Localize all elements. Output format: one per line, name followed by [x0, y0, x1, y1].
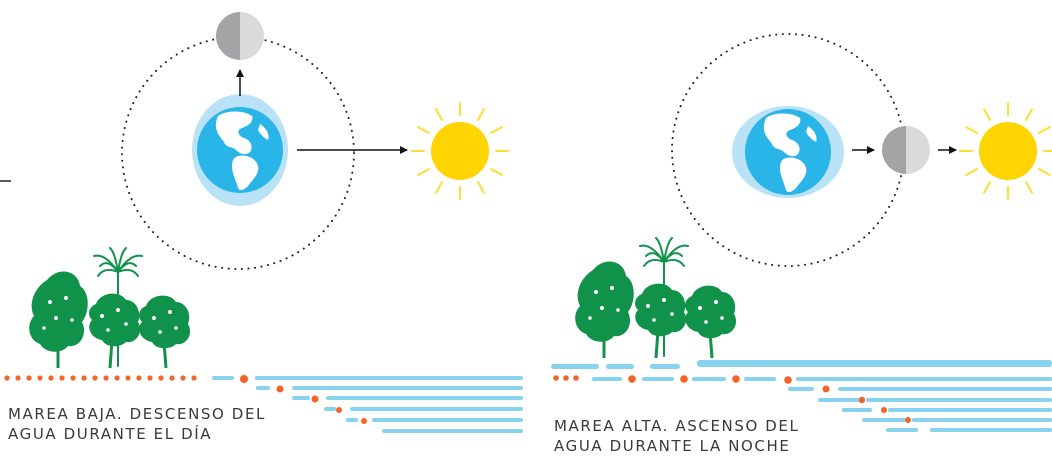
caption-line: MAREA BAJA. DESCENSO DEL: [8, 405, 266, 423]
forest-icon: [27, 246, 192, 370]
water-bands: [551, 360, 1052, 432]
caption-line: AGUA DURANTE EL DÍA: [8, 425, 213, 443]
water-bands: [212, 376, 523, 433]
sediment-dots: [4, 375, 367, 424]
sun-icon: [411, 102, 509, 200]
moon-icon: [882, 126, 930, 174]
high-tide-panel: [551, 33, 1052, 432]
sediment-dots: [553, 375, 911, 423]
low-tide-panel: [0, 12, 523, 433]
forest-icon: [573, 236, 738, 360]
earth-icon: [745, 109, 831, 195]
caption-line: AGUA DURANTE LA NOCHE: [554, 437, 791, 455]
caption-line: MAREA ALTA. ASCENSO DEL: [554, 417, 800, 435]
high-tide-caption: MAREA ALTA. ASCENSO DEL AGUA DURANTE LA …: [554, 416, 799, 456]
moon-orbit: [121, 36, 355, 270]
sun-icon: [959, 102, 1052, 200]
moon-icon: [216, 12, 264, 60]
earth-icon: [197, 107, 283, 193]
low-tide-caption: MAREA BAJA. DESCENSO DEL AGUA DURANTE EL…: [8, 404, 266, 444]
